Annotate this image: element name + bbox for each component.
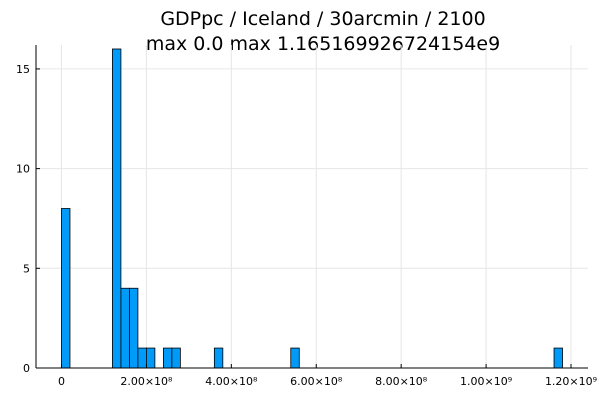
x-tick-label: 2.00×10⁸ <box>120 375 173 388</box>
histogram-bar <box>213 347 224 369</box>
x-tick-label: 4.00×10⁸ <box>205 375 258 388</box>
histogram-bar <box>553 347 563 369</box>
histogram-bars <box>61 48 563 369</box>
y-axis-ticks: 0 5 10 15 <box>16 63 40 375</box>
x-tick-label: 0 <box>58 375 65 388</box>
x-tick-label: 1.00×10⁹ <box>460 375 512 388</box>
histogram-bar <box>162 347 173 369</box>
axes <box>35 45 588 369</box>
y-tick-label: 10 <box>16 163 30 176</box>
y-tick-label: 0 <box>23 362 30 375</box>
x-tick-label: 1.20×10⁹ <box>545 375 597 388</box>
histogram-bar <box>290 347 300 369</box>
y-tick-label: 5 <box>23 262 30 275</box>
chart-subtitle: max 0.0 max 1.165169926724154e9 <box>146 33 500 55</box>
histogram-bar <box>129 287 139 369</box>
y-tick-label: 15 <box>16 63 30 76</box>
histogram-bar <box>171 347 181 369</box>
x-axis-ticks: 0 2.00×10⁸ 4.00×10⁸ 6.00×10⁸ 8.00×10⁸ 1.00×10… <box>58 364 597 388</box>
grid-lines <box>36 45 588 369</box>
histogram-bar <box>145 347 156 369</box>
histogram-bar <box>61 208 71 369</box>
x-tick-label: 6.00×10⁸ <box>290 375 343 388</box>
histogram-bar <box>112 48 122 369</box>
x-tick-label: 8.00×10⁸ <box>375 375 428 388</box>
histogram-bar <box>137 347 147 369</box>
histogram-bar <box>120 287 130 369</box>
chart-title: GDPpc / Iceland / 30arcmin / 2100 <box>160 8 485 30</box>
